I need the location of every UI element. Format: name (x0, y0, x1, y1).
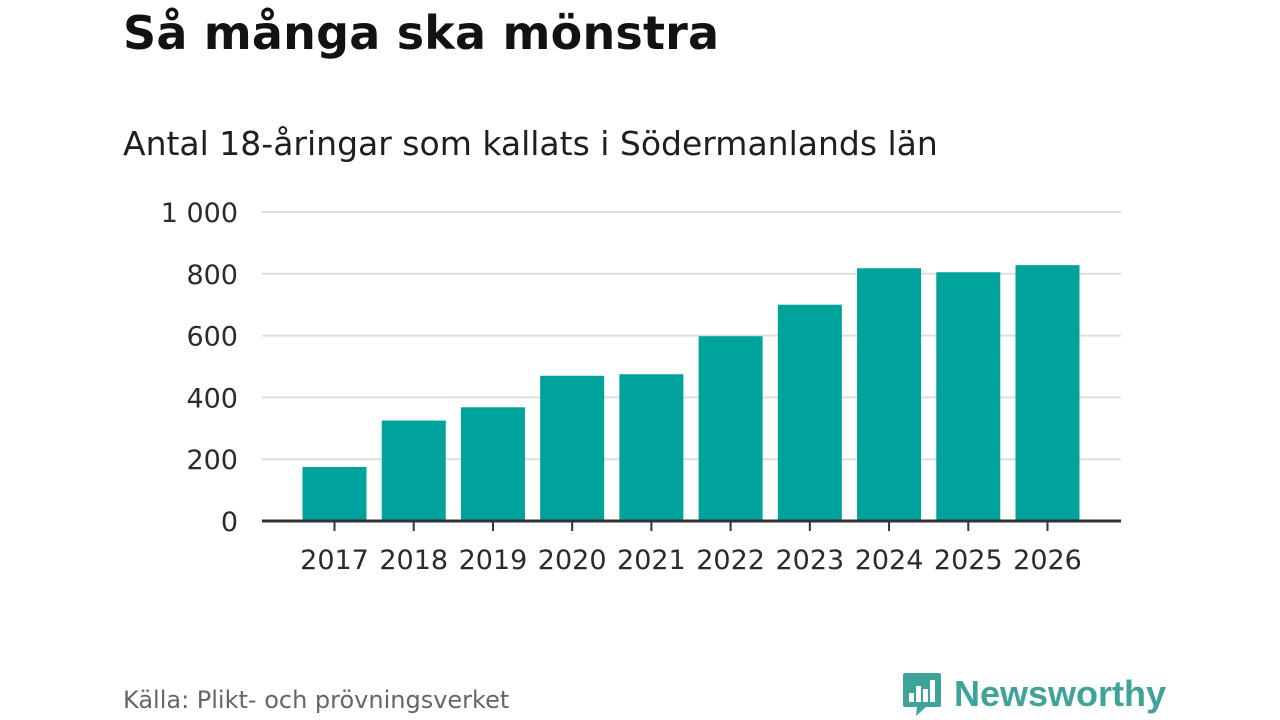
x-tick-label: 2025 (934, 545, 1003, 576)
y-tick-label: 0 (221, 507, 238, 538)
y-axis-ticks: 0 200 400 600 800 1 000 (161, 198, 238, 538)
bars (302, 265, 1080, 521)
x-axis-ticks: 2017 2018 2019 2020 2021 2022 2023 2024 2025 2026 (300, 521, 1082, 576)
bar-2025 (936, 272, 1001, 521)
x-tick-label: 2024 (855, 545, 924, 576)
bar-2026 (1015, 265, 1080, 521)
x-tick-label: 2023 (775, 545, 844, 576)
bar-2023 (777, 304, 842, 521)
chart-title: Så många ska mönstra (123, 6, 720, 60)
x-tick-label: 2018 (379, 545, 448, 576)
bar-2022 (698, 336, 763, 521)
y-tick-label: 400 (186, 383, 238, 414)
x-tick-label: 2021 (617, 545, 686, 576)
brand-logo[interactable]: Newsworthy (902, 670, 1166, 718)
newsworthy-logo-icon (903, 673, 941, 716)
x-tick-label: 2019 (459, 545, 528, 576)
x-tick-label: 2026 (1013, 545, 1082, 576)
bar-2020 (540, 375, 605, 521)
x-tick-label: 2022 (696, 545, 765, 576)
y-tick-label: 200 (186, 445, 238, 476)
bar-2017 (302, 466, 367, 521)
x-tick-label: 2017 (300, 545, 369, 576)
chart-subtitle: Antal 18-åringar som kallats i Södermanl… (123, 124, 938, 163)
y-tick-label: 1 000 (161, 198, 238, 229)
source-note: Källa: Plikt- och prövningsverket (123, 686, 510, 714)
bar-2024 (857, 268, 922, 521)
bar-2018 (381, 420, 446, 521)
y-tick-label: 600 (186, 322, 238, 353)
brand-name: Newsworthy (954, 673, 1167, 714)
bar-2019 (460, 407, 525, 521)
bar-2021 (619, 374, 684, 521)
x-tick-label: 2020 (538, 545, 607, 576)
y-tick-label: 800 (186, 260, 238, 291)
